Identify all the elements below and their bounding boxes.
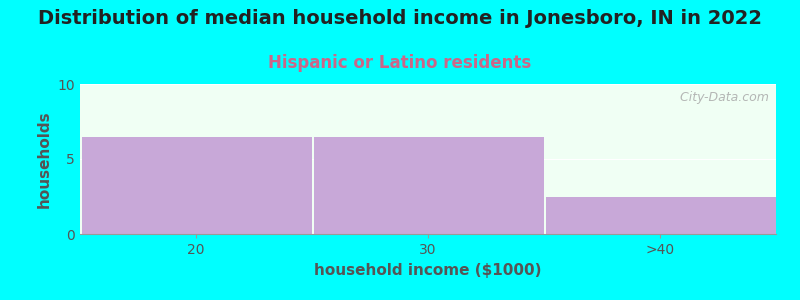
Text: Distribution of median household income in Jonesboro, IN in 2022: Distribution of median household income … — [38, 9, 762, 28]
X-axis label: household income ($1000): household income ($1000) — [314, 262, 542, 278]
Text: City-Data.com: City-Data.com — [672, 92, 769, 104]
Y-axis label: households: households — [37, 110, 52, 208]
Text: Hispanic or Latino residents: Hispanic or Latino residents — [268, 54, 532, 72]
